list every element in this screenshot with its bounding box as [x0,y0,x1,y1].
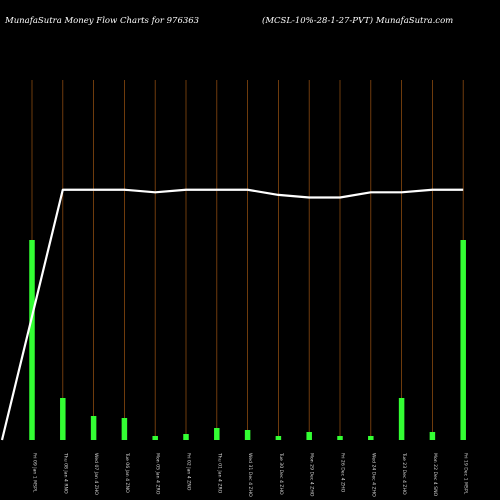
bar [60,398,66,440]
bar [398,398,405,440]
x-tick-label: Wed 31 Dec 4 ZHO [247,453,253,497]
bar [275,436,282,440]
x-tick-label: Mon 05 Jan 4 ZRO [155,453,161,495]
x-tick-label: Tue 23 Dec 4 ZHO [401,452,407,495]
bar [214,428,220,440]
x-tick-label: Fri 02 Jan 4 ZNO [186,453,192,491]
x-tick-label: Wed 07 Jan 4 ZHO [93,453,99,495]
bar [183,434,189,440]
x-tick-label: Tue 30 Dec 4 ZHO [278,452,284,495]
x-tick-label: Tue 06 Jan 4 ZNO [124,452,130,493]
money-flow-bars [29,240,466,440]
bar [429,432,436,440]
x-tick-label: Fri 26 Dec 4 ZHO [340,453,346,493]
chart-title-right: (MCSL-10%-28-1-27-PVT) MunafaSutra.com [262,15,453,26]
bar [90,416,97,440]
bar [29,240,35,440]
x-tick-label: Mon 29 Dec 4 ZHO [309,453,315,497]
money-flow-line-group [0,188,464,441]
chart-title-left: MunafaSutra Money Flow Charts for 976363 [4,16,199,26]
x-tick-label: Fri 19 Dec 1 MSPL [463,453,469,495]
x-tick-label: Thu 08 Jan 4 RNO [62,452,68,494]
x-tick-label: Mon 22 Dec 4 SNO [432,453,438,497]
money-flow-line [0,188,464,441]
bar [121,418,128,440]
x-axis-tick-labels: Fri 09 Jan 1 MSPL Thu 08 Jan 4 RNO Wed 07 … [32,452,469,497]
bar [368,436,374,440]
vertical-gridlines [31,80,464,440]
bar [337,436,343,440]
x-tick-label: Wed 24 Dec 4 ZHO [370,453,376,497]
bar [152,436,158,440]
x-tick-label: Thu 01 Jan 4 ZRO [216,452,222,494]
bar [244,430,251,440]
bar [306,432,312,440]
bar [460,240,466,440]
x-tick-label: Fri 09 Jan 1 MSPL [32,453,38,493]
